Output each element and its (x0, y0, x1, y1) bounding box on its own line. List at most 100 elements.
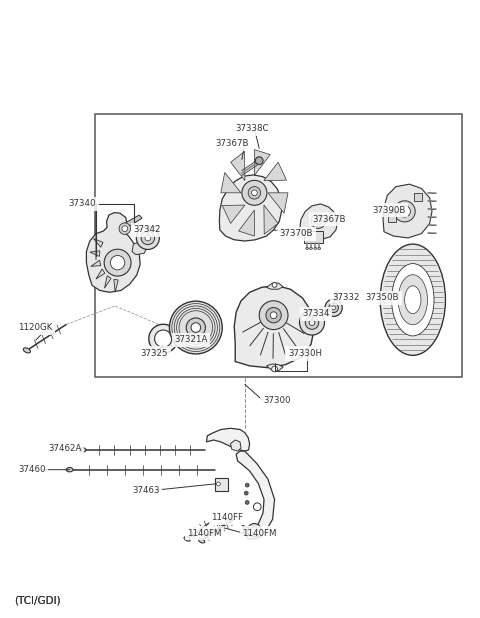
Polygon shape (132, 241, 146, 255)
Bar (215, 478, 228, 491)
Circle shape (266, 308, 281, 323)
Ellipse shape (314, 248, 317, 250)
Polygon shape (90, 251, 100, 256)
Polygon shape (86, 213, 140, 292)
Ellipse shape (318, 248, 321, 250)
Circle shape (259, 301, 288, 329)
Ellipse shape (66, 468, 73, 472)
Circle shape (248, 187, 261, 199)
Circle shape (305, 316, 319, 329)
Text: 37330H: 37330H (288, 349, 322, 358)
Text: 37340: 37340 (69, 200, 96, 208)
Text: 1140FM: 1140FM (242, 528, 277, 538)
Text: 37342: 37342 (133, 226, 161, 234)
Text: 37332: 37332 (333, 294, 360, 302)
Circle shape (251, 527, 258, 533)
Circle shape (169, 301, 222, 354)
Polygon shape (124, 215, 142, 229)
Circle shape (136, 226, 159, 250)
Circle shape (244, 491, 248, 495)
Ellipse shape (184, 536, 191, 541)
Polygon shape (300, 204, 337, 240)
Circle shape (122, 226, 128, 232)
Circle shape (272, 366, 277, 372)
Polygon shape (266, 283, 283, 289)
Polygon shape (268, 193, 288, 213)
Polygon shape (231, 151, 245, 180)
Polygon shape (266, 364, 283, 371)
Text: 37325: 37325 (141, 349, 168, 358)
Polygon shape (94, 239, 103, 247)
Polygon shape (219, 175, 282, 241)
Circle shape (248, 523, 261, 537)
Text: (TCI/GDI): (TCI/GDI) (14, 596, 61, 606)
Text: 37460: 37460 (18, 465, 46, 474)
Polygon shape (264, 163, 287, 180)
Polygon shape (393, 203, 401, 211)
Circle shape (309, 320, 315, 326)
Circle shape (325, 299, 342, 316)
Circle shape (300, 310, 324, 335)
Polygon shape (383, 184, 432, 238)
Circle shape (334, 294, 338, 297)
Polygon shape (230, 440, 241, 451)
Ellipse shape (79, 447, 86, 452)
Ellipse shape (392, 264, 434, 336)
Text: 37367B: 37367B (215, 140, 249, 148)
Circle shape (242, 180, 267, 205)
Ellipse shape (306, 248, 309, 250)
Text: 1120GK: 1120GK (18, 323, 53, 332)
Polygon shape (206, 428, 250, 451)
Circle shape (270, 312, 277, 318)
Text: 1140FM: 1140FM (187, 528, 222, 538)
Circle shape (332, 306, 336, 310)
Bar (304, 231, 323, 243)
Circle shape (255, 157, 263, 164)
Circle shape (149, 324, 178, 353)
Text: 37321A: 37321A (174, 336, 208, 344)
Ellipse shape (24, 348, 30, 353)
Ellipse shape (198, 538, 205, 543)
Circle shape (145, 235, 151, 241)
Text: 37370B: 37370B (280, 229, 313, 238)
Ellipse shape (211, 531, 216, 535)
Text: 37338C: 37338C (235, 124, 269, 133)
Circle shape (245, 483, 249, 487)
Circle shape (329, 303, 338, 313)
Ellipse shape (405, 286, 421, 314)
Polygon shape (114, 279, 118, 292)
Circle shape (315, 218, 322, 224)
Circle shape (216, 482, 220, 486)
Circle shape (110, 255, 125, 270)
Polygon shape (414, 193, 422, 201)
Circle shape (394, 201, 415, 222)
Bar (95, 114, 462, 377)
Text: 37350B: 37350B (366, 294, 399, 302)
Text: 37463: 37463 (132, 486, 159, 494)
Circle shape (245, 501, 249, 504)
Text: 1140FF: 1140FF (211, 513, 243, 522)
Circle shape (272, 282, 277, 287)
Circle shape (186, 318, 205, 337)
Text: 37367B: 37367B (312, 215, 346, 224)
Polygon shape (239, 210, 254, 236)
Polygon shape (388, 213, 396, 222)
Circle shape (311, 214, 325, 229)
Circle shape (191, 323, 201, 332)
Polygon shape (234, 286, 314, 368)
Polygon shape (236, 451, 275, 539)
Polygon shape (254, 150, 270, 176)
Polygon shape (264, 205, 278, 234)
Text: 37462A: 37462A (48, 444, 82, 452)
Ellipse shape (380, 244, 445, 355)
Circle shape (155, 330, 172, 347)
Polygon shape (105, 276, 111, 288)
Circle shape (141, 231, 155, 245)
Circle shape (399, 206, 410, 217)
Circle shape (253, 503, 261, 510)
Ellipse shape (310, 248, 312, 250)
Polygon shape (91, 260, 101, 266)
Polygon shape (96, 269, 105, 279)
Circle shape (104, 249, 131, 276)
Ellipse shape (398, 274, 428, 325)
